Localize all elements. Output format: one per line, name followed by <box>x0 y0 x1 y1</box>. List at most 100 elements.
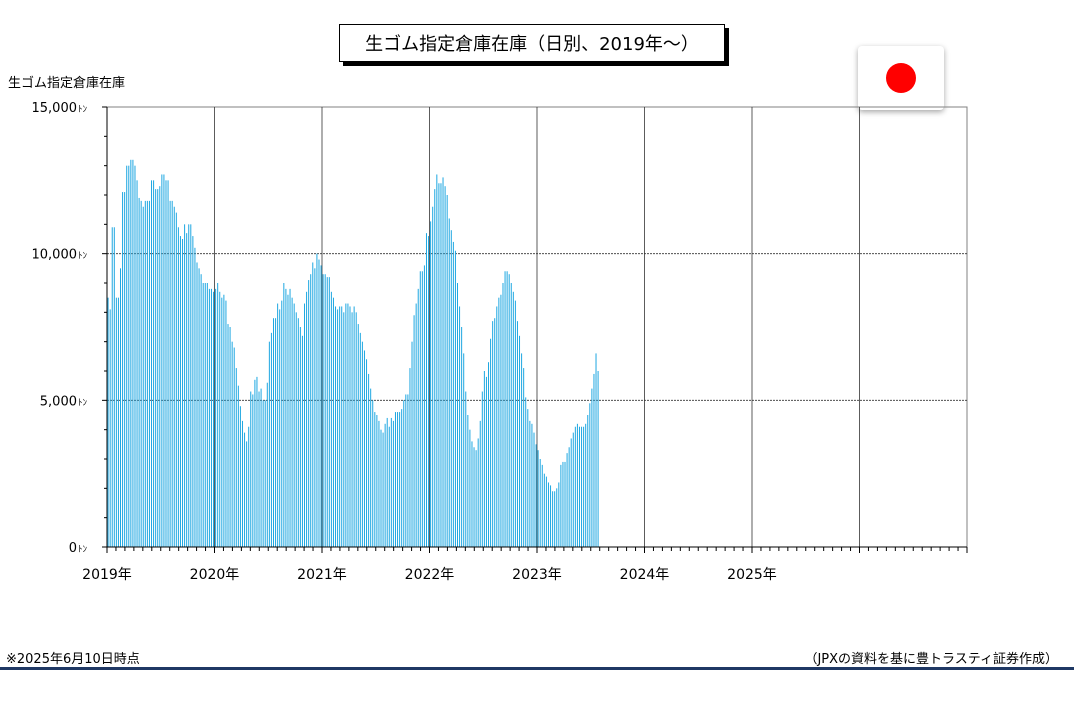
bar <box>556 488 558 547</box>
bar <box>361 341 363 547</box>
y-tick-unit: ﾄﾝ <box>78 545 88 555</box>
bar <box>425 233 427 547</box>
x-tick-label: 2024年 <box>620 567 670 583</box>
y-tick-label: 5,000 <box>40 394 77 409</box>
bar <box>306 291 308 547</box>
bar <box>140 200 142 547</box>
bar <box>434 189 436 547</box>
bar <box>529 420 531 547</box>
bar <box>405 394 407 547</box>
bar <box>285 288 287 547</box>
bar <box>403 400 405 547</box>
bar <box>525 397 527 547</box>
bar <box>339 306 341 547</box>
bar <box>299 327 301 547</box>
bar <box>370 388 372 547</box>
bar <box>448 218 450 547</box>
bar <box>500 294 502 547</box>
bar <box>390 417 392 547</box>
bar <box>531 423 533 547</box>
y-tick-label: 10,000 <box>32 248 78 263</box>
bar <box>401 409 403 547</box>
y-tick-label: 15,000 <box>32 101 78 116</box>
bar <box>545 476 547 547</box>
bar <box>566 453 568 547</box>
bar <box>432 206 434 547</box>
bar <box>471 441 473 547</box>
bar <box>264 400 266 547</box>
bar <box>324 274 326 547</box>
bar <box>322 274 324 547</box>
bar <box>516 321 518 547</box>
bar <box>115 297 117 547</box>
bar <box>519 335 521 547</box>
bar <box>459 306 461 547</box>
bar <box>558 482 560 547</box>
y-tick-unit: ﾄﾝ <box>78 398 88 408</box>
bar <box>277 303 279 547</box>
bar <box>161 174 163 547</box>
bar <box>231 341 233 547</box>
bar <box>552 491 554 547</box>
bar <box>235 368 237 547</box>
bar <box>421 271 423 547</box>
bar <box>198 268 200 547</box>
bar <box>541 464 543 547</box>
bar <box>188 224 190 548</box>
bar <box>378 420 380 547</box>
bar <box>204 283 206 547</box>
bar <box>293 303 295 547</box>
bar <box>583 426 585 547</box>
bar <box>492 321 494 547</box>
bar <box>343 312 345 547</box>
bar <box>335 306 337 547</box>
bar <box>578 426 580 547</box>
bar <box>163 174 165 547</box>
y-axis-title: 生ゴム指定倉庫在庫 <box>8 76 126 91</box>
bar <box>374 412 376 547</box>
bar <box>326 277 328 547</box>
bar <box>179 236 181 548</box>
bar <box>283 283 285 547</box>
bar <box>384 423 386 547</box>
bar <box>366 359 368 547</box>
bar <box>537 450 539 547</box>
bar <box>399 412 401 547</box>
bar <box>388 426 390 547</box>
source-note: （JPXの資料を基に豊トラスティ証券作成） <box>804 652 1058 667</box>
bar <box>397 412 399 547</box>
bar <box>351 312 353 547</box>
bar <box>423 265 425 547</box>
bar <box>202 283 204 547</box>
bar <box>117 297 119 547</box>
y-tick-unit: ﾄﾝ <box>78 252 88 262</box>
bar <box>533 432 535 547</box>
bar <box>576 423 578 547</box>
bar <box>483 371 485 547</box>
bar <box>318 259 320 547</box>
bar <box>308 280 310 547</box>
bar <box>289 288 291 547</box>
bar <box>452 241 454 547</box>
bar <box>144 200 146 547</box>
bar <box>301 335 303 547</box>
bar <box>153 180 155 548</box>
bar <box>208 288 210 547</box>
bar <box>353 306 355 547</box>
bar <box>241 420 243 547</box>
bar <box>244 432 246 547</box>
bar <box>570 438 572 547</box>
bar <box>481 391 483 547</box>
bar <box>355 312 357 547</box>
bar <box>148 200 150 547</box>
bar <box>585 423 587 547</box>
bar <box>210 288 212 547</box>
x-tick-label: 2021年 <box>297 567 347 583</box>
bar <box>490 338 492 547</box>
bar <box>138 197 140 547</box>
bar <box>347 303 349 547</box>
bar <box>113 227 115 547</box>
bar <box>297 318 299 547</box>
bar <box>488 362 490 547</box>
